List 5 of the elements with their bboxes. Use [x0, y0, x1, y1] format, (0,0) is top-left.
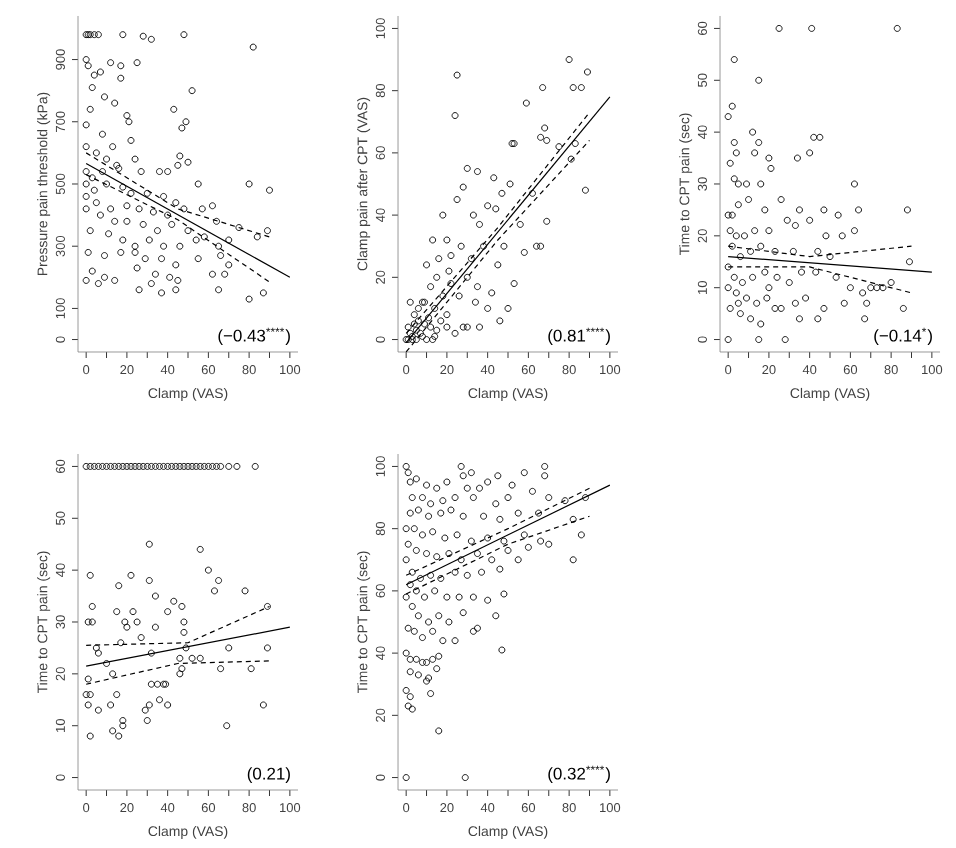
annotation: (0.81$^{****}$)	[548, 327, 610, 345]
annotation: (−0.43$^{****}$)	[218, 327, 290, 345]
annotation: (0.21)	[247, 767, 290, 783]
annotation: (−0.14$^{*}$)	[874, 327, 932, 345]
annotation: (0.32$^{****}$)	[548, 765, 610, 783]
